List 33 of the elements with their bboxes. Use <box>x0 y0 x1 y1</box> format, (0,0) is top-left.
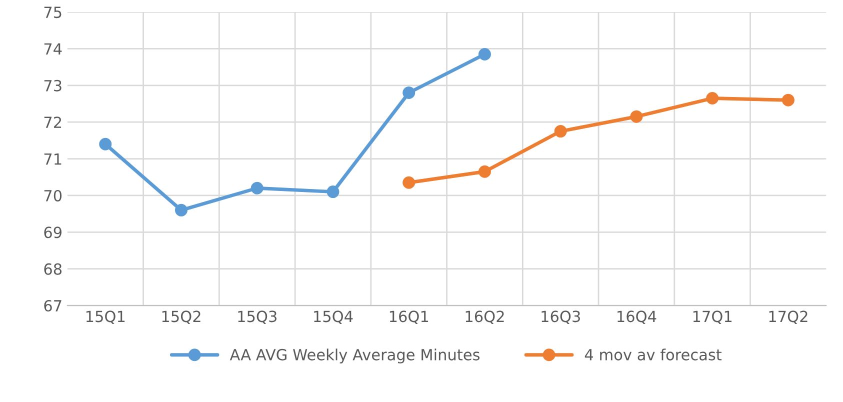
y-tick-label: 72 <box>44 116 62 128</box>
y-tick-label: 67 <box>44 300 62 312</box>
point <box>402 86 416 100</box>
x-tick-label: 16Q4 <box>618 310 656 324</box>
y-tick-label: 71 <box>44 153 62 165</box>
point <box>99 138 112 150</box>
point <box>554 125 567 138</box>
point <box>174 204 188 216</box>
y-tick-label: 68 <box>44 263 62 275</box>
legend-label: AA AVG Weekly Average Minutes <box>230 348 480 364</box>
x-tick-label: 17Q1 <box>693 310 732 324</box>
point <box>706 92 719 105</box>
point <box>478 48 491 60</box>
x-tick-label: 15Q4 <box>314 310 353 324</box>
point <box>402 176 416 189</box>
x-tick-label: 16Q3 <box>542 310 580 324</box>
x-tick-label: 16Q1 <box>390 310 428 324</box>
point <box>630 110 643 123</box>
x-tick-label: 15Q3 <box>238 310 276 324</box>
y-tick-label: 74 <box>44 43 62 55</box>
x-tick-label: 15Q1 <box>86 310 125 324</box>
x-tick-label: 16Q2 <box>466 310 504 324</box>
point <box>782 94 794 106</box>
y-tick-label: 70 <box>44 190 62 202</box>
point <box>326 186 340 198</box>
point <box>478 165 491 178</box>
x-tick-label: 15Q2 <box>162 310 200 324</box>
y-tick-label: 73 <box>44 80 62 92</box>
legend-label: 4 mov av forecast <box>584 348 722 360</box>
point <box>250 182 264 194</box>
y-tick-label: 69 <box>44 226 62 238</box>
y-tick-label: 75 <box>44 6 62 18</box>
x-tick-label: 17Q2 <box>769 310 808 324</box>
